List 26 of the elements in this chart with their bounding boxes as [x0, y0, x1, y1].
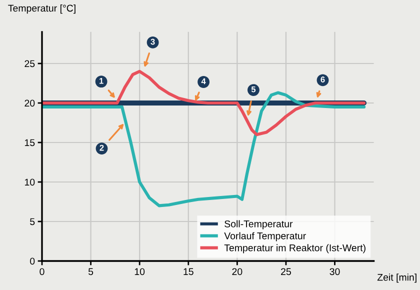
y-axis-title: Temperatur [°C]	[8, 4, 76, 14]
legend-label: Soll-Temperatur	[224, 220, 293, 230]
x-axis-title: Zeit [min]	[377, 274, 416, 283]
annotation: 3	[150, 38, 155, 45]
line-series	[42, 70, 366, 136]
y-tick-label: 20	[24, 100, 35, 107]
annotation: 1	[100, 78, 104, 84]
x-tick-label: 5	[88, 268, 94, 276]
y-tick-label: 25	[24, 60, 35, 68]
annotation: 4	[201, 78, 206, 84]
x-tick-label: 30	[330, 268, 340, 276]
legend-label: Temperatur im Reaktor (Ist-Wert)	[224, 244, 366, 254]
y-tick-label: 10	[24, 178, 35, 186]
y-tick-label: 5	[30, 218, 35, 226]
line-series	[42, 91, 366, 208]
annotation: 6	[320, 76, 325, 82]
annotation: 2	[100, 144, 104, 151]
annotation: 5	[251, 86, 256, 92]
legend-label: Vorlauf Temperatur	[224, 232, 306, 242]
y-tick-label: 15	[24, 139, 35, 146]
x-tick-label: 0	[40, 268, 44, 276]
x-tick-label: 10	[134, 268, 145, 276]
x-tick-label: 15	[184, 268, 194, 276]
y-tick-label: 0	[30, 258, 35, 265]
x-tick-label: 25	[281, 268, 291, 276]
x-tick-label: 20	[232, 268, 242, 276]
